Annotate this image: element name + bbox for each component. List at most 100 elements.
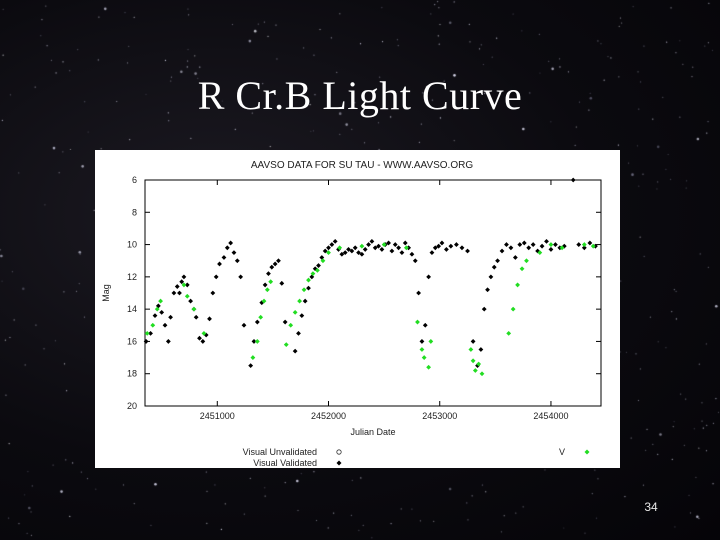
data-point	[415, 319, 420, 325]
data-point	[288, 322, 294, 328]
data-point	[162, 322, 168, 328]
data-point	[159, 309, 165, 315]
data-point	[444, 247, 449, 252]
data-point	[262, 282, 268, 288]
data-point	[381, 242, 387, 247]
data-point	[259, 300, 265, 306]
data-point	[272, 261, 278, 267]
data-point	[150, 322, 156, 328]
y-axis-label: Mag	[101, 284, 111, 302]
data-point	[426, 274, 432, 280]
data-point	[476, 361, 482, 367]
data-point	[269, 264, 275, 270]
data-point	[481, 306, 487, 312]
x-tick-label: 2451000	[200, 411, 235, 421]
data-point	[238, 274, 244, 280]
data-point	[409, 251, 415, 257]
data-point	[297, 298, 302, 304]
data-point	[152, 313, 158, 318]
data-point	[402, 240, 408, 246]
data-point	[587, 240, 593, 246]
data-point	[359, 251, 365, 257]
data-point	[386, 240, 391, 246]
data-point	[231, 250, 237, 256]
data-point	[197, 335, 202, 341]
data-point	[403, 245, 409, 251]
data-point	[389, 248, 395, 254]
data-point	[268, 279, 274, 285]
y-tick-label: 10	[127, 240, 137, 250]
data-point	[488, 274, 494, 280]
data-point	[459, 245, 465, 251]
data-point	[359, 243, 365, 249]
data-point	[510, 306, 516, 312]
data-point	[310, 271, 316, 277]
data-point	[349, 248, 355, 254]
data-point	[154, 306, 160, 312]
data-point	[470, 358, 476, 364]
data-point	[419, 339, 425, 344]
data-point	[250, 355, 256, 360]
data-point	[521, 240, 527, 246]
data-point	[276, 258, 281, 264]
x-tick-label: 2453000	[422, 411, 457, 421]
y-axis: 6 8 10 12 14 16 18 20	[127, 175, 601, 411]
x-tick-label: 2452000	[311, 411, 346, 421]
data-point	[301, 287, 307, 293]
data-point	[392, 242, 398, 247]
data-point	[207, 316, 212, 322]
series-visual-validated	[143, 177, 598, 369]
data-point	[472, 368, 478, 373]
data-point	[590, 243, 596, 249]
data-point	[519, 266, 525, 272]
data-point	[292, 348, 298, 354]
data-point	[171, 290, 177, 296]
legend-marker-v	[584, 449, 590, 455]
x-axis-label: Julian Date	[350, 427, 395, 437]
data-point	[491, 264, 497, 270]
data-point	[332, 238, 338, 244]
data-point	[314, 268, 320, 273]
data-point	[465, 248, 470, 254]
data-point	[419, 347, 425, 352]
y-tick-label: 16	[127, 336, 137, 346]
data-point	[352, 245, 358, 251]
data-point	[213, 274, 219, 280]
data-point	[254, 319, 260, 325]
data-point	[499, 248, 505, 254]
x-tick-label: 2454000	[533, 411, 568, 421]
data-point	[337, 245, 343, 251]
data-point	[372, 245, 378, 251]
data-point	[369, 238, 375, 244]
data-point	[264, 287, 270, 293]
data-point	[200, 339, 206, 344]
data-point	[181, 274, 187, 280]
data-point	[537, 250, 543, 256]
legend-label-unvalidated: Visual Unvalidated	[243, 447, 317, 457]
data-point	[376, 243, 381, 249]
data-point	[548, 242, 554, 247]
slide-number: 34	[644, 500, 658, 514]
data-point	[266, 271, 271, 277]
data-point	[470, 339, 476, 344]
data-point	[191, 306, 197, 312]
data-point	[421, 355, 427, 360]
y-tick-label: 6	[132, 175, 137, 185]
y-tick-label: 18	[127, 369, 137, 379]
data-point	[188, 298, 193, 304]
data-point	[258, 314, 264, 320]
data-point	[454, 242, 459, 247]
data-point	[203, 332, 209, 338]
data-point	[548, 247, 554, 252]
y-tick-label: 8	[132, 207, 137, 217]
legend-label-validated: Visual Validated	[253, 458, 317, 468]
data-point	[342, 250, 348, 256]
x-axis: 2451000 2452000 2453000 2454000	[200, 180, 568, 421]
data-point	[416, 290, 421, 296]
data-point	[283, 342, 289, 348]
data-point	[428, 339, 434, 344]
data-point	[181, 282, 187, 288]
data-point	[282, 319, 288, 325]
data-point	[312, 266, 318, 272]
data-point	[177, 290, 182, 296]
